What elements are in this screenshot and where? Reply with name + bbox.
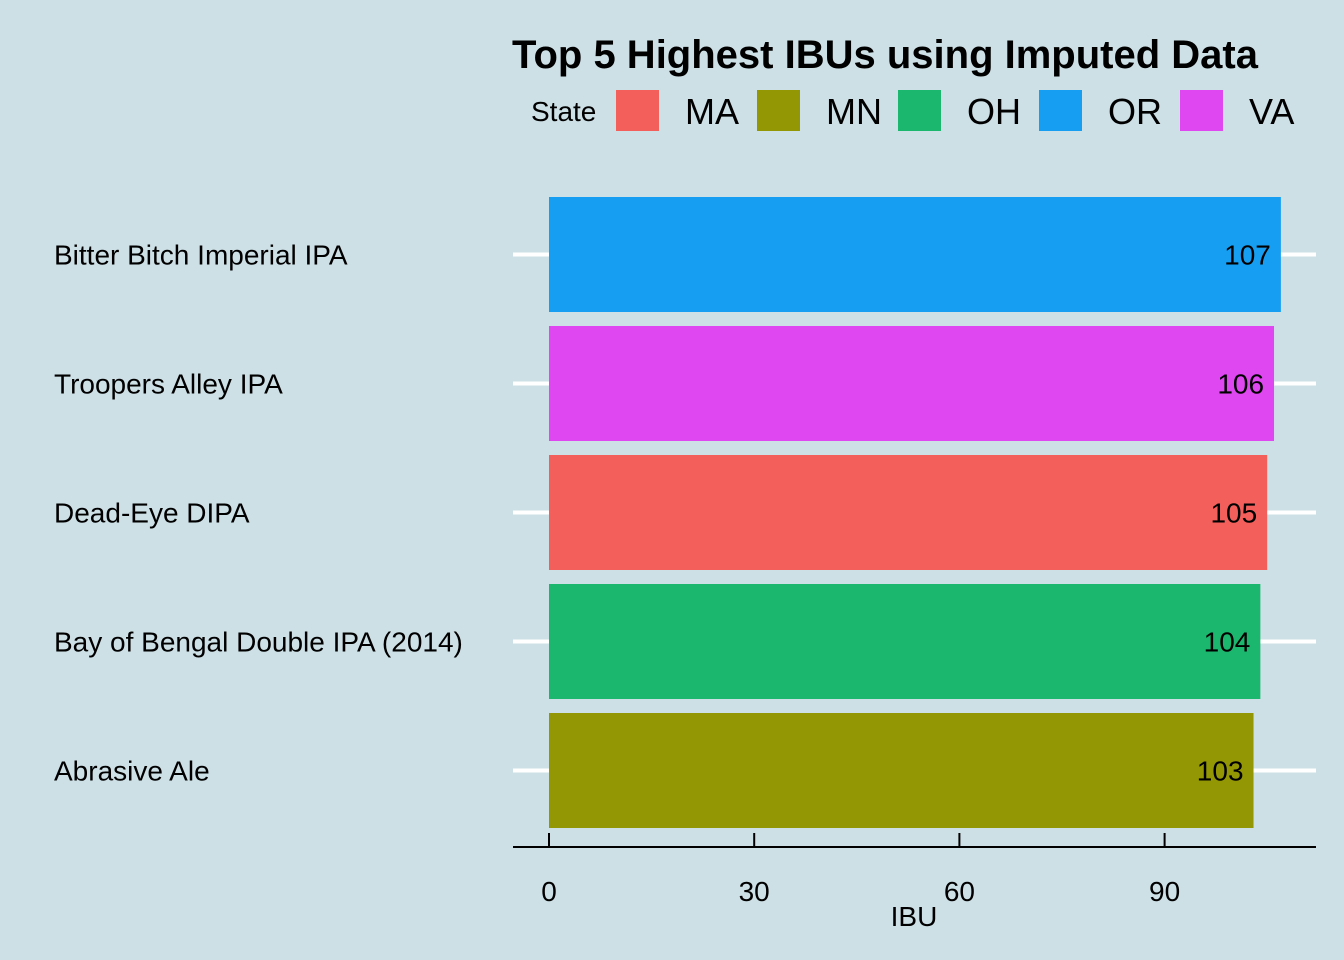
- legend-label-or: OR: [1108, 91, 1162, 132]
- y-tick-label: Bitter Bitch Imperial IPA: [54, 240, 348, 271]
- data-label: 105: [1210, 498, 1257, 529]
- x-tick-label: 60: [944, 876, 975, 907]
- legend-label-mn: MN: [826, 91, 882, 132]
- data-label: 107: [1224, 240, 1271, 271]
- legend-title: State: [531, 96, 596, 127]
- legend-label-ma: MA: [685, 91, 739, 132]
- x-axis-title: IBU: [891, 901, 938, 932]
- bar: [549, 326, 1275, 441]
- x-tick-label: 90: [1149, 876, 1180, 907]
- legend-key-oh: [898, 90, 941, 131]
- legend-label-va: VA: [1249, 91, 1294, 132]
- legend-key-ma: [616, 90, 659, 131]
- data-label: 106: [1217, 369, 1264, 400]
- x-axis: 0 30 60 90: [513, 833, 1316, 907]
- bar: [549, 455, 1268, 570]
- legend-label-oh: OH: [967, 91, 1021, 132]
- bar: [549, 197, 1281, 312]
- bars: 107 106 105 104 103: [549, 197, 1281, 828]
- x-tick-label: 0: [541, 876, 557, 907]
- bar: [549, 584, 1261, 699]
- y-tick-label: Bay of Bengal Double IPA (2014): [54, 627, 463, 658]
- y-tick-label: Abrasive Ale: [54, 756, 210, 787]
- y-axis-labels: Bitter Bitch Imperial IPA Troopers Alley …: [54, 240, 463, 787]
- y-tick-label: Troopers Alley IPA: [54, 369, 283, 400]
- chart-title: Top 5 Highest IBUs using Imputed Data: [512, 33, 1259, 77]
- legend: State MA MN OH OR VA: [531, 90, 1294, 132]
- data-label: 104: [1204, 627, 1251, 658]
- x-tick-label: 30: [739, 876, 770, 907]
- data-label: 103: [1197, 756, 1244, 787]
- legend-key-or: [1039, 90, 1082, 131]
- bar: [549, 713, 1254, 828]
- legend-key-mn: [757, 90, 800, 131]
- y-tick-label: Dead-Eye DIPA: [54, 498, 250, 529]
- legend-key-va: [1180, 90, 1223, 131]
